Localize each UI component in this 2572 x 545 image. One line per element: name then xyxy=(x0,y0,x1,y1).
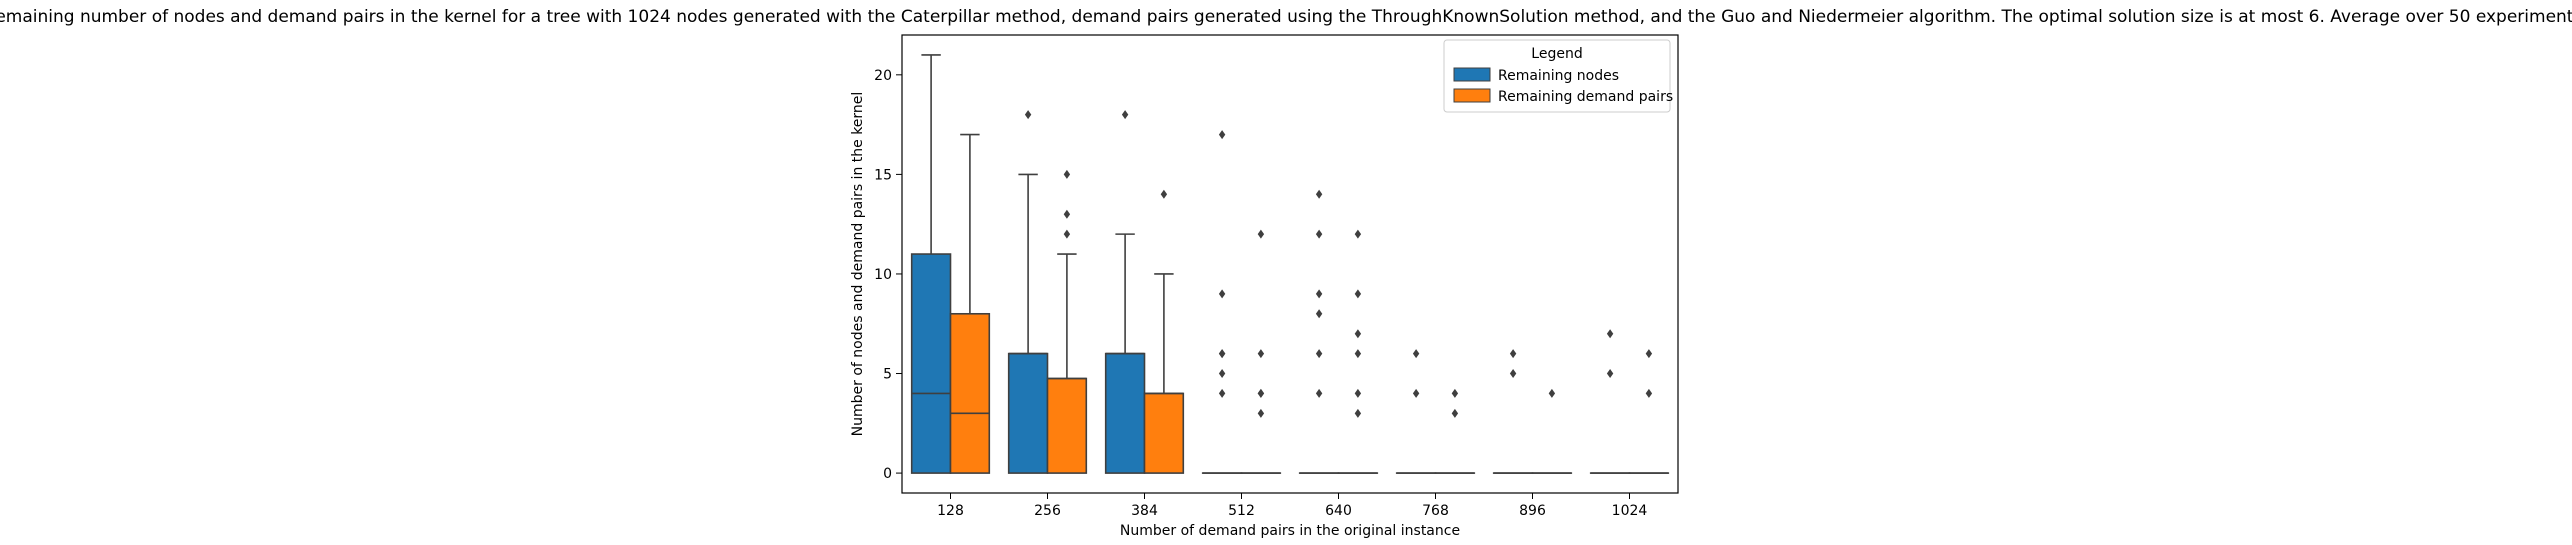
box-768-demand-pairs xyxy=(1434,388,1476,474)
x-tick-label: 256 xyxy=(1034,503,1061,519)
outlier-point xyxy=(1315,189,1323,199)
box-body xyxy=(1143,392,1185,474)
y-tick-label: 0 xyxy=(883,466,892,482)
outlier-point xyxy=(1218,349,1226,359)
outlier-point xyxy=(1451,408,1459,418)
outlier-point xyxy=(1160,189,1168,199)
legend-swatch xyxy=(1453,67,1491,82)
x-tick-label: 128 xyxy=(937,503,964,519)
x-tick-label: 640 xyxy=(1325,503,1352,519)
box-896-demand-pairs xyxy=(1531,388,1573,474)
x-tick-label: 896 xyxy=(1519,503,1546,519)
box-768-nodes xyxy=(1395,349,1437,474)
outlier-point xyxy=(1509,369,1517,379)
box-384-nodes xyxy=(1104,110,1146,474)
outlier-point xyxy=(1257,349,1265,359)
legend-frame xyxy=(1443,39,1671,113)
outlier-point xyxy=(1121,110,1129,120)
outlier-point xyxy=(1218,369,1226,379)
outlier-point xyxy=(1354,408,1362,418)
outlier-point xyxy=(1412,388,1420,398)
box-640-nodes xyxy=(1298,189,1340,474)
outlier-point xyxy=(1063,229,1071,239)
x-axis-label: Number of demand pairs in the original i… xyxy=(1120,523,1460,539)
box-384-demand-pairs xyxy=(1143,189,1185,474)
box-128-demand-pairs xyxy=(949,133,991,474)
plot-frame xyxy=(901,34,1679,494)
outlier-point xyxy=(1315,309,1323,319)
legend-swatch xyxy=(1453,88,1491,103)
legend-entries: Remaining nodes Remaining demand pairs xyxy=(1453,67,1673,105)
outlier-point xyxy=(1354,329,1362,339)
box-256-nodes xyxy=(1007,110,1049,474)
y-axis: 0 5 10 15 20 xyxy=(874,68,902,482)
y-axis-label: Number of nodes and demand pairs in the … xyxy=(850,92,866,437)
box-1024-demand-pairs xyxy=(1628,349,1670,474)
legend-entry-label: Remaining nodes xyxy=(1498,68,1619,84)
plot-area xyxy=(910,54,1670,474)
box-body xyxy=(1046,377,1088,474)
outlier-point xyxy=(1645,349,1653,359)
outlier-point xyxy=(1354,289,1362,299)
outlier-point xyxy=(1354,229,1362,239)
outlier-point xyxy=(1315,388,1323,398)
y-tick-label: 5 xyxy=(883,367,892,383)
y-tick-label: 15 xyxy=(874,167,892,183)
outlier-point xyxy=(1548,388,1556,398)
x-tick-label: 1024 xyxy=(1612,503,1648,519)
y-tick-label: 10 xyxy=(874,267,892,283)
outlier-point xyxy=(1063,169,1071,179)
outlier-point xyxy=(1315,349,1323,359)
box-1024-nodes xyxy=(1589,329,1631,474)
x-axis: 128 256 384 512 640 768 896 1024 xyxy=(937,493,1647,519)
outlier-point xyxy=(1315,229,1323,239)
outlier-point xyxy=(1218,130,1226,140)
legend-title: Legend xyxy=(1531,46,1582,62)
outlier-point xyxy=(1218,289,1226,299)
legend: Legend Remaining nodes Remaining demand p… xyxy=(1443,39,1673,113)
outlier-point xyxy=(1606,369,1614,379)
outlier-point xyxy=(1257,408,1265,418)
outlier-point xyxy=(1645,388,1653,398)
outlier-point xyxy=(1354,388,1362,398)
box-body xyxy=(949,312,991,474)
outlier-point xyxy=(1257,229,1265,239)
box-512-nodes xyxy=(1201,130,1243,474)
box-body xyxy=(1104,352,1146,474)
outlier-point xyxy=(1509,349,1517,359)
outlier-point xyxy=(1315,289,1323,299)
box-body xyxy=(1007,352,1049,474)
outlier-point xyxy=(1451,388,1459,398)
outlier-point xyxy=(1024,110,1032,120)
x-tick-label: 384 xyxy=(1131,503,1158,519)
legend-entry-label: Remaining demand pairs xyxy=(1498,89,1673,105)
x-tick-label: 768 xyxy=(1422,503,1449,519)
outlier-point xyxy=(1606,329,1614,339)
outlier-point xyxy=(1354,349,1362,359)
box-128-nodes xyxy=(910,54,952,474)
box-body xyxy=(910,253,952,474)
outlier-point xyxy=(1257,388,1265,398)
box-640-demand-pairs xyxy=(1337,229,1379,474)
y-tick-label: 20 xyxy=(874,68,892,84)
outlier-point xyxy=(1218,388,1226,398)
outlier-point xyxy=(1063,209,1071,219)
outlier-point xyxy=(1412,349,1420,359)
box-512-demand-pairs xyxy=(1240,229,1282,474)
box-256-demand-pairs xyxy=(1046,169,1088,474)
x-tick-label: 512 xyxy=(1228,503,1255,519)
box-896-nodes xyxy=(1492,349,1534,474)
chart-title: Remaining number of nodes and demand pai… xyxy=(0,7,2572,27)
